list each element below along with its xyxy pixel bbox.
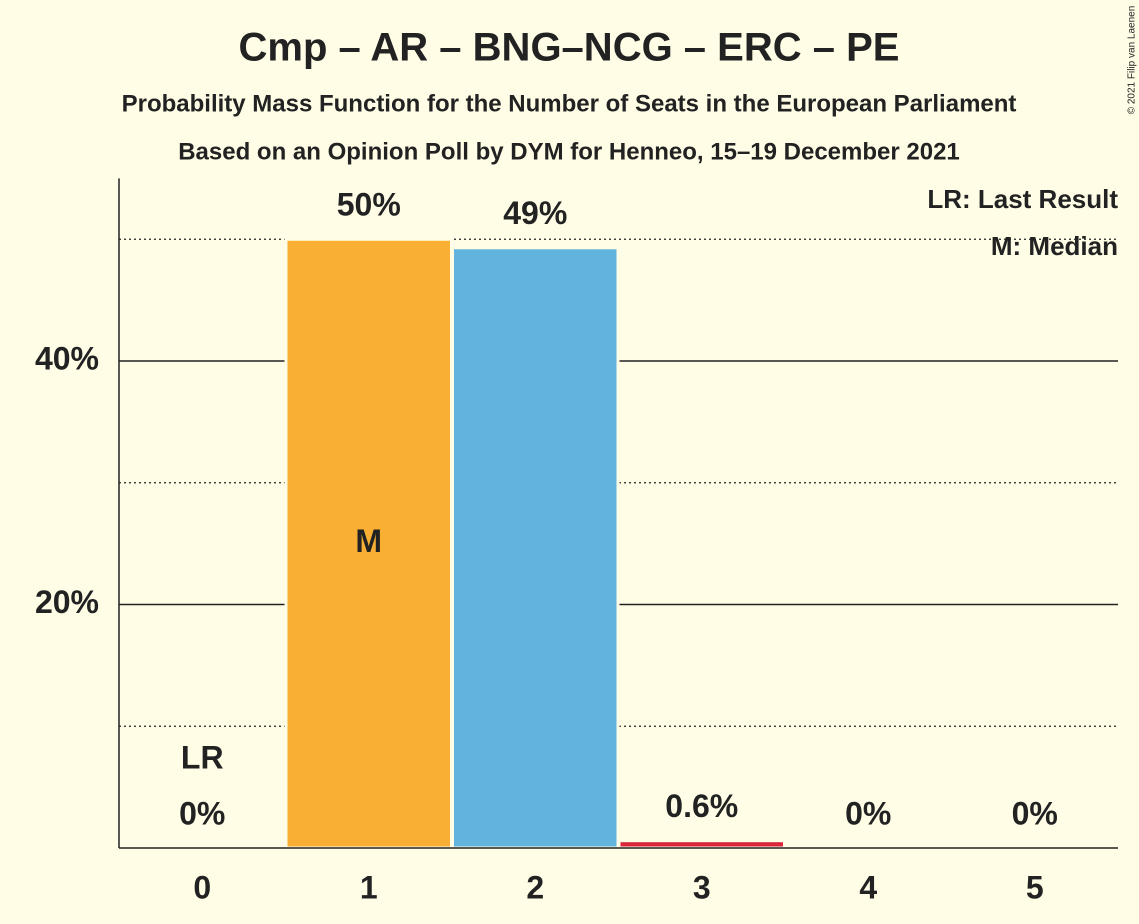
credit: © 2021 Filip van Laenen xyxy=(1127,6,1138,115)
bar xyxy=(617,839,786,850)
annotation: M xyxy=(355,523,382,559)
x-tick-label: 0 xyxy=(193,869,211,905)
chart-title: Cmp – AR – BNG–NCG – ERC – PE xyxy=(239,26,900,70)
value-label: 50% xyxy=(337,187,401,223)
chart-subtitle: Probability Mass Function for the Number… xyxy=(122,90,1017,117)
legend-entry: M: Median xyxy=(991,231,1118,261)
x-tick-label: 4 xyxy=(859,869,877,905)
value-label: 0% xyxy=(1012,795,1058,831)
y-tick-label: 20% xyxy=(35,584,99,620)
x-tick-label: 3 xyxy=(693,869,711,905)
chart-subtitle: Based on an Opinion Poll by DYM for Henn… xyxy=(178,138,960,165)
x-tick-label: 2 xyxy=(526,869,544,905)
annotation: LR xyxy=(181,739,224,775)
value-label: 0% xyxy=(179,795,225,831)
value-label: 49% xyxy=(503,195,567,231)
value-label: 0% xyxy=(845,795,891,831)
value-label: 0.6% xyxy=(665,788,738,824)
x-tick-label: 1 xyxy=(360,869,378,905)
legend-entry: LR: Last Result xyxy=(927,184,1118,214)
x-tick-label: 5 xyxy=(1026,869,1044,905)
y-tick-label: 40% xyxy=(35,340,99,376)
bar xyxy=(451,246,620,850)
